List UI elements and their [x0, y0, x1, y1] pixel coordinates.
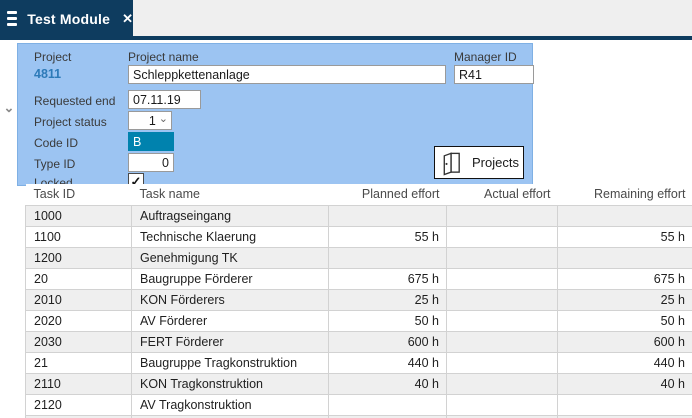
panel-collapse-chevron-icon[interactable]: ⌄ [3, 100, 15, 115]
project-name-input[interactable] [128, 65, 446, 84]
project-status-value: 1 [148, 113, 156, 128]
cell-actual-effort[interactable] [446, 246, 558, 269]
hamburger-menu-icon[interactable] [7, 11, 18, 26]
cell-remaining-effort[interactable]: 40 h [557, 372, 692, 395]
cell-remaining-effort[interactable]: 440 h [557, 351, 692, 374]
code-id-label: Code ID [34, 136, 79, 150]
col-header-task-name[interactable]: Task name [131, 184, 329, 205]
cell-planned-effort[interactable]: 600 h [328, 330, 447, 353]
cell-task-id[interactable]: 1000 [25, 204, 132, 227]
cell-task-id[interactable]: 2030 [25, 330, 132, 353]
table-row[interactable]: 1000 Auftragseingang [25, 204, 692, 227]
cell-task-id[interactable]: 1100 [25, 225, 132, 248]
cell-remaining-effort[interactable] [557, 246, 692, 269]
col-header-actual-effort[interactable]: Actual effort [446, 184, 558, 205]
cell-remaining-effort[interactable]: 600 h [557, 330, 692, 353]
projects-button[interactable]: Projects [434, 146, 524, 179]
cell-task-name[interactable]: KON Förderers [131, 288, 329, 311]
table-row[interactable]: 20 Baugruppe Förderer 675 h 675 h [25, 267, 692, 290]
table-row-partial [25, 414, 692, 418]
task-table: Task ID Task name Planned effort Actual … [25, 184, 692, 418]
cell-planned-effort[interactable] [328, 393, 447, 416]
manager-id-input[interactable] [454, 65, 534, 84]
col-header-remaining-effort[interactable]: Remaining effort [557, 184, 692, 205]
open-door-icon [439, 150, 464, 176]
cell-planned-effort[interactable]: 55 h [328, 225, 447, 248]
cell-task-name[interactable]: FERT Förderer [131, 330, 329, 353]
projects-button-label: Projects [472, 155, 519, 170]
cell-actual-effort[interactable] [446, 225, 558, 248]
cell-actual-effort[interactable] [446, 372, 558, 395]
cell-remaining-effort[interactable]: 55 h [557, 225, 692, 248]
tab-test-module[interactable]: Test Module ✕ [0, 0, 133, 37]
cell-actual-effort[interactable] [446, 267, 558, 290]
cell-remaining-effort[interactable]: 25 h [557, 288, 692, 311]
table-row[interactable]: 2030 FERT Förderer 600 h 600 h [25, 330, 692, 353]
cell-planned-effort[interactable]: 675 h [328, 267, 447, 290]
cell-task-name[interactable]: AV Tragkonstruktion [131, 393, 329, 416]
cell-task-id[interactable]: 20 [25, 267, 132, 290]
cell-task-id[interactable]: 1200 [25, 246, 132, 269]
cell-actual-effort[interactable] [446, 351, 558, 374]
tab-close-icon[interactable]: ✕ [122, 11, 133, 26]
table-row[interactable]: 1200 Genehmigung TK [25, 246, 692, 269]
task-table-header: Task ID Task name Planned effort Actual … [25, 184, 692, 205]
cell-task-id[interactable]: 21 [25, 351, 132, 374]
tab-bar: Test Module ✕ [0, 0, 692, 37]
cell-task-name[interactable]: Baugruppe Tragkonstruktion [131, 351, 329, 374]
requested-end-label: Requested end [34, 94, 116, 108]
cell-actual-effort[interactable] [446, 204, 558, 227]
project-form-panel: Project Project name Manager ID 4811 Req… [17, 43, 534, 190]
tab-content-border [0, 36, 692, 40]
cell-planned-effort[interactable]: 40 h [328, 372, 447, 395]
cell-task-id[interactable]: 2120 [25, 393, 132, 416]
project-status-select[interactable]: 1 ⌄ [128, 111, 172, 130]
cell-remaining-effort[interactable] [557, 204, 692, 227]
cell-task-name[interactable]: Genehmigung TK [131, 246, 329, 269]
project-status-label: Project status [34, 115, 107, 129]
cell-remaining-effort[interactable] [557, 393, 692, 416]
cell-task-name[interactable]: Baugruppe Förderer [131, 267, 329, 290]
cell-planned-effort[interactable] [328, 246, 447, 269]
tab-title: Test Module [27, 10, 111, 27]
table-row[interactable]: 2110 KON Tragkonstruktion 40 h 40 h [25, 372, 692, 395]
project-id-value[interactable]: 4811 [34, 67, 62, 81]
col-header-planned-effort[interactable]: Planned effort [328, 184, 447, 205]
requested-end-input[interactable] [128, 90, 201, 109]
checkmark-icon: ✓ [130, 173, 142, 189]
cell-task-name[interactable]: Technische Klaerung [131, 225, 329, 248]
table-row[interactable]: 2020 AV Förderer 50 h 50 h [25, 309, 692, 332]
cell-planned-effort[interactable]: 50 h [328, 309, 447, 332]
cell-planned-effort[interactable]: 440 h [328, 351, 447, 374]
cell-task-id[interactable]: 2020 [25, 309, 132, 332]
cell-task-name[interactable]: KON Tragkonstruktion [131, 372, 329, 395]
cell-actual-effort[interactable] [446, 288, 558, 311]
table-row[interactable]: 2010 KON Förderers 25 h 25 h [25, 288, 692, 311]
cell-actual-effort[interactable] [446, 309, 558, 332]
table-row[interactable]: 1100 Technische Klaerung 55 h 55 h [25, 225, 692, 248]
code-id-field[interactable]: B [128, 132, 174, 151]
project-name-label: Project name [128, 50, 199, 64]
cell-task-id[interactable]: 2010 [25, 288, 132, 311]
type-id-input[interactable] [128, 153, 174, 172]
cell-remaining-effort[interactable]: 675 h [557, 267, 692, 290]
cell-task-name[interactable]: Auftragseingang [131, 204, 329, 227]
cell-task-name[interactable]: AV Förderer [131, 309, 329, 332]
cell-remaining-effort[interactable]: 50 h [557, 309, 692, 332]
manager-id-label: Manager ID [454, 50, 517, 64]
col-header-task-id[interactable]: Task ID [25, 184, 132, 205]
type-id-label: Type ID [34, 157, 76, 171]
chevron-down-icon: ⌄ [158, 113, 168, 125]
table-row[interactable]: 21 Baugruppe Tragkonstruktion 440 h 440 … [25, 351, 692, 374]
table-row[interactable]: 2120 AV Tragkonstruktion [25, 393, 692, 416]
cell-planned-effort[interactable]: 25 h [328, 288, 447, 311]
cell-planned-effort[interactable] [328, 204, 447, 227]
cell-actual-effort[interactable] [446, 393, 558, 416]
cell-actual-effort[interactable] [446, 330, 558, 353]
project-label: Project [34, 50, 72, 64]
cell-task-id[interactable]: 2110 [25, 372, 132, 395]
